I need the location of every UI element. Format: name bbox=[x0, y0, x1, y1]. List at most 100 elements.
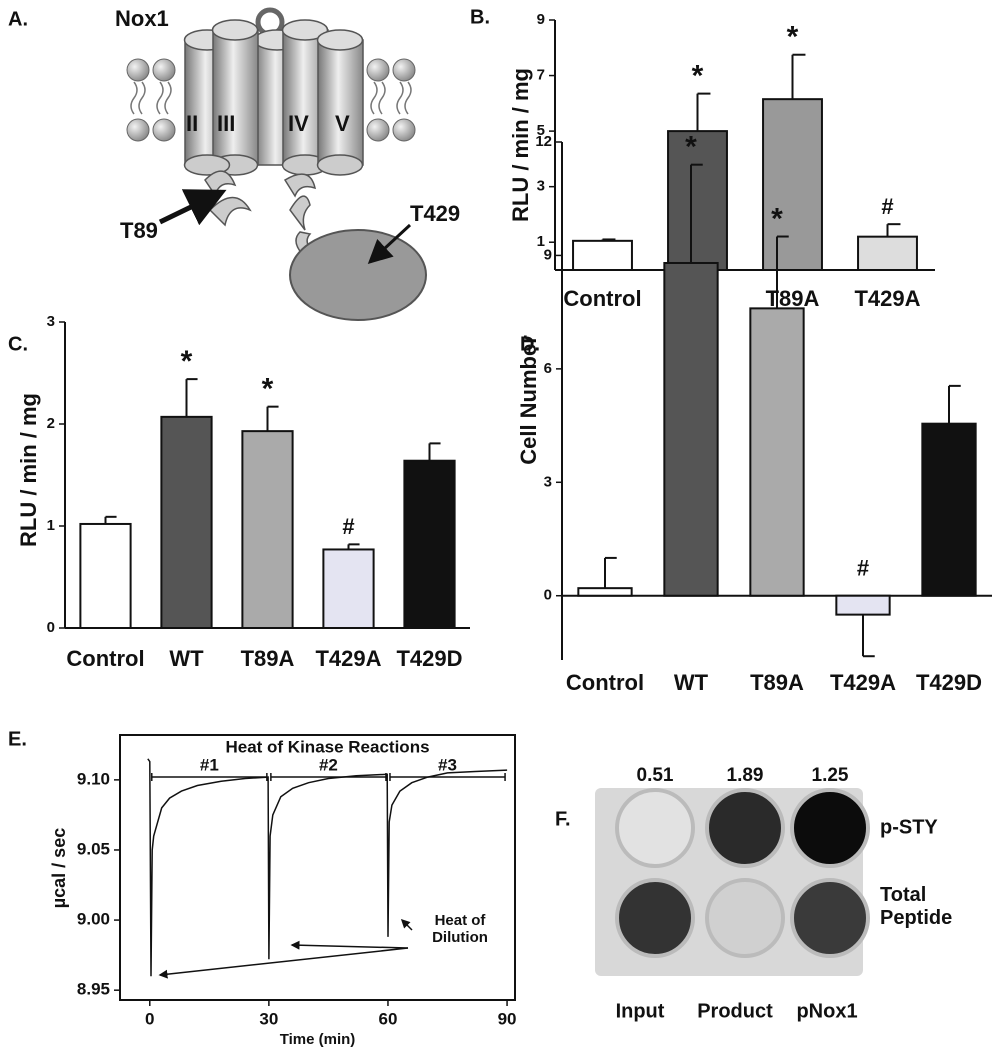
reaction-label: #2 bbox=[319, 755, 338, 774]
site-label: T429 bbox=[410, 201, 460, 226]
bar bbox=[667, 130, 728, 271]
x-tick-label: T429A bbox=[315, 646, 381, 671]
arrow bbox=[367, 223, 412, 265]
y-tick-label: 12 bbox=[535, 133, 552, 150]
column-label: Product bbox=[697, 1000, 773, 1022]
y-tick-label: 3 bbox=[537, 178, 545, 195]
loops bbox=[204, 170, 317, 258]
panel-label: C. bbox=[8, 333, 28, 355]
bar bbox=[835, 594, 891, 616]
x-tick-label: 60 bbox=[379, 1009, 398, 1028]
y-tick-label: 9 bbox=[537, 11, 545, 28]
helix-label: II bbox=[186, 111, 198, 136]
y-tick-label: 6 bbox=[544, 360, 552, 377]
annotation: # bbox=[857, 556, 869, 581]
y-tick-label: 5 bbox=[537, 122, 545, 139]
blot-image bbox=[595, 788, 870, 976]
annotation: * bbox=[685, 131, 697, 164]
nox1-diagram: A. Nox1 II III IV V T89 T429 bbox=[8, 6, 460, 321]
line bbox=[147, 758, 508, 977]
x-tick-label: T89A bbox=[766, 286, 820, 311]
annotation: * bbox=[262, 373, 274, 406]
blot-value: 0.51 bbox=[637, 765, 674, 786]
panel-label: B. bbox=[470, 6, 490, 28]
x-tick-label: 90 bbox=[498, 1009, 517, 1028]
annotation: * bbox=[692, 60, 704, 93]
helix-label: IV bbox=[288, 111, 309, 136]
annotation: Heat of Dilution bbox=[432, 912, 488, 947]
column-label: pNox1 bbox=[796, 1000, 857, 1022]
x-tick-label: T429A bbox=[830, 670, 896, 695]
panel-label: F. bbox=[555, 808, 571, 830]
x-tick-label: Control bbox=[66, 646, 144, 671]
x-tick-label: T89A bbox=[750, 670, 804, 695]
y-tick-label: 7 bbox=[537, 67, 545, 84]
blot-value: 1.89 bbox=[727, 765, 764, 786]
chart-title: Heat of Kinase Reactions bbox=[225, 737, 429, 756]
annotation: # bbox=[342, 514, 354, 539]
annotation: * bbox=[181, 345, 193, 378]
bar bbox=[857, 235, 918, 272]
y-tick-label: 3 bbox=[544, 473, 552, 490]
x-tick-label: T429D bbox=[396, 646, 462, 671]
y-axis-label: RLU / min / mg bbox=[16, 393, 41, 547]
x-tick-label: 0 bbox=[145, 1009, 154, 1028]
x-tick-label: WT bbox=[169, 646, 204, 671]
y-tick-label: 0 bbox=[47, 619, 55, 636]
y-tick-label: 9.10 bbox=[77, 769, 110, 788]
membrane-lipids bbox=[126, 58, 416, 142]
site-label: T89 bbox=[120, 218, 158, 243]
column-label: Input bbox=[616, 1000, 665, 1022]
y-tick-label: 0 bbox=[544, 587, 552, 604]
bar bbox=[241, 430, 294, 630]
x-tick-label: T89A bbox=[241, 646, 295, 671]
helices bbox=[183, 19, 364, 176]
plot-frame bbox=[119, 734, 516, 1001]
y-axis-label: Cell Number bbox=[516, 335, 541, 465]
annotation: * bbox=[787, 21, 799, 54]
helix-label: V bbox=[335, 111, 350, 136]
x-tick-label: Control bbox=[566, 670, 644, 695]
arrow bbox=[158, 189, 227, 226]
bar bbox=[572, 239, 633, 271]
helix-label: III bbox=[217, 111, 235, 136]
bar bbox=[160, 415, 213, 629]
y-tick-label: 9.05 bbox=[77, 839, 110, 858]
x-tick-label: T429A bbox=[854, 286, 920, 311]
bar bbox=[322, 548, 375, 630]
dilution-arrows bbox=[158, 918, 413, 979]
y-tick-label: 9 bbox=[544, 246, 552, 263]
x-tick-label: Control bbox=[563, 286, 641, 311]
bar bbox=[79, 522, 132, 630]
panel-label: D. bbox=[520, 333, 540, 355]
bar bbox=[749, 307, 805, 597]
diagram-title: Nox1 bbox=[115, 6, 169, 31]
y-tick-label: 1 bbox=[537, 233, 545, 250]
panel-label: A. bbox=[8, 8, 28, 30]
row-label: p-STY bbox=[880, 816, 938, 838]
dh-domain bbox=[289, 229, 427, 321]
y-tick-label: 2 bbox=[47, 415, 55, 432]
y-axis-label: µcal / sec bbox=[49, 828, 69, 908]
bar bbox=[663, 261, 719, 597]
x-tick-label: WT bbox=[674, 670, 709, 695]
bar bbox=[762, 98, 823, 271]
reaction-label: #3 bbox=[438, 755, 457, 774]
bar bbox=[403, 459, 456, 629]
annotation: * bbox=[771, 202, 783, 235]
annotation: # bbox=[881, 194, 893, 219]
x-tick-label: 30 bbox=[259, 1009, 278, 1028]
row-label: Total Peptide bbox=[880, 884, 953, 929]
bar bbox=[577, 587, 633, 597]
blot-value: 1.25 bbox=[812, 765, 849, 786]
panel-label: E. bbox=[8, 728, 27, 750]
reaction-label: #1 bbox=[200, 755, 219, 774]
x-tick-label: T429D bbox=[916, 670, 982, 695]
lipid-tails bbox=[130, 81, 412, 115]
x-axis-label: Time (min) bbox=[280, 1031, 356, 1048]
bar bbox=[921, 422, 977, 597]
y-tick-label: 8.95 bbox=[77, 980, 110, 999]
y-tick-label: 9.00 bbox=[77, 910, 110, 929]
